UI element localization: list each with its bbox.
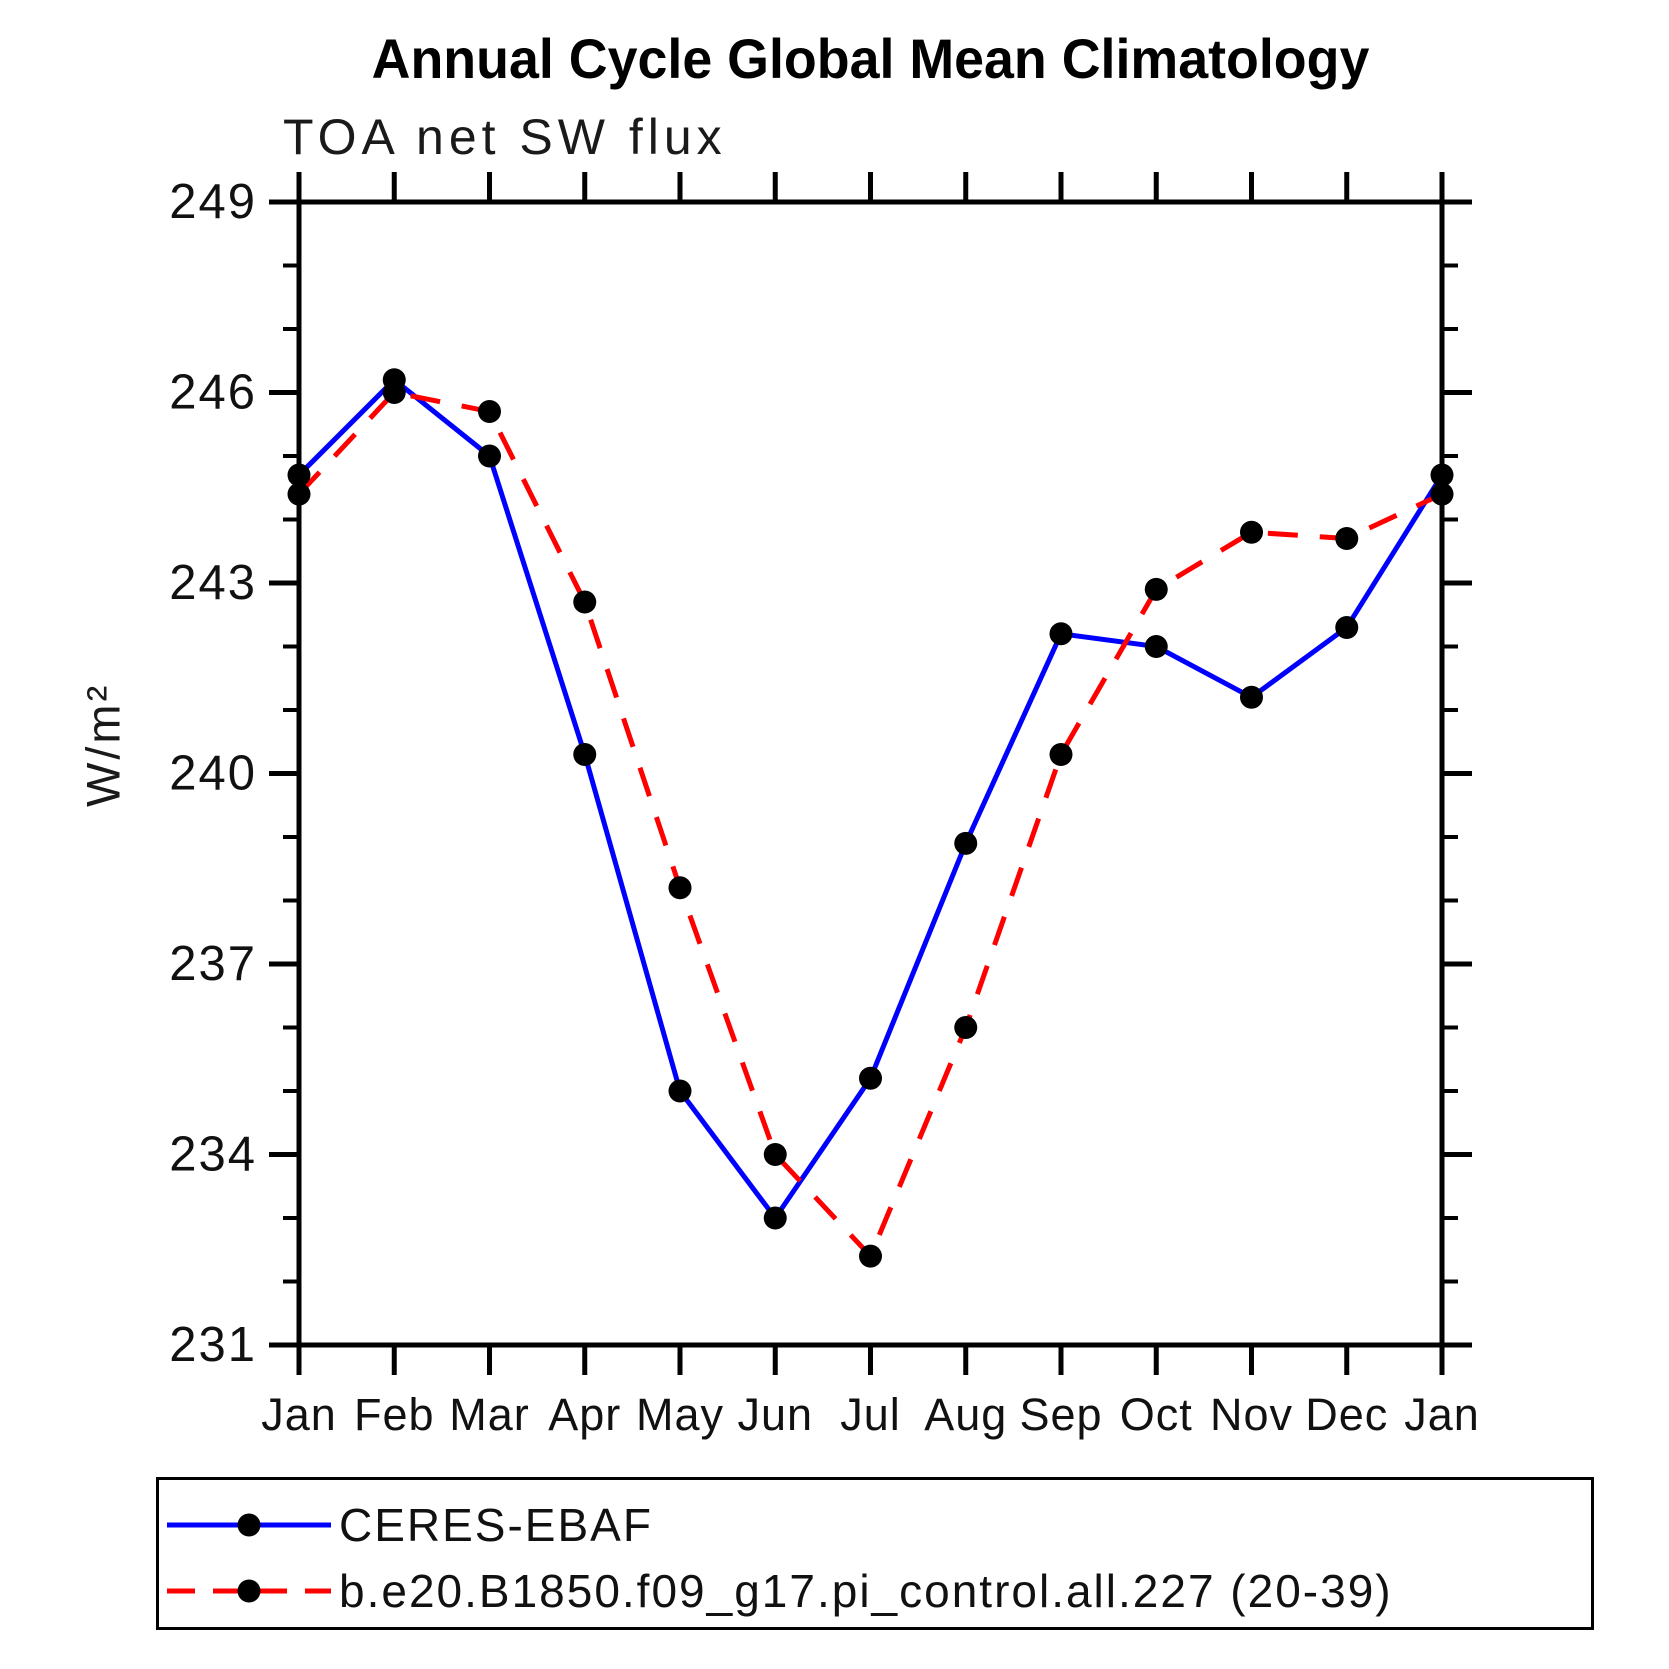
y-axis-ticks	[269, 199, 1472, 1348]
legend-row: b.e20.B1850.f09_g17.pi_control.all.227 (…	[163, 1560, 1393, 1622]
data-point-marker	[1240, 685, 1263, 709]
series-line-obs	[297, 376, 1445, 1223]
x-tick-label: May	[636, 1389, 724, 1440]
legend-label: CERES-EBAF	[339, 1499, 653, 1551]
series-line-model	[297, 389, 1444, 1261]
y-tick-label: 243	[169, 556, 257, 610]
x-tick-label: Mar	[449, 1389, 530, 1440]
legend-sample-marker	[237, 1579, 261, 1603]
y-tick-labels: 231 234 237 240 243 246 249	[169, 175, 257, 1372]
data-point-marker	[287, 482, 311, 506]
legend: CERES-EBAF b.e20.B1850.f09_g17.pi_contro…	[156, 1477, 1594, 1630]
y-tick-label: 240	[169, 747, 257, 801]
data-point-marker	[1430, 463, 1454, 487]
x-tick-label: Jul	[840, 1389, 901, 1440]
legend-line-sample-solid	[167, 1513, 331, 1537]
data-point-marker	[954, 831, 978, 855]
data-point-marker	[668, 876, 692, 900]
x-tick-label: Oct	[1120, 1389, 1193, 1440]
chart-subtitle: TOA net SW flux	[283, 109, 727, 165]
x-tick-label: Aug	[924, 1389, 1007, 1440]
y-tick-label: 237	[169, 937, 257, 991]
x-tick-label: Dec	[1305, 1389, 1388, 1440]
data-point-marker	[382, 381, 406, 404]
legend-row: CERES-EBAF	[163, 1494, 653, 1556]
y-tick-label: 249	[169, 175, 257, 229]
data-point-marker	[478, 444, 501, 468]
y-tick-label: 234	[169, 1128, 257, 1182]
data-point-marker	[1144, 635, 1168, 658]
data-point-marker	[763, 1206, 787, 1230]
data-point-marker	[859, 1066, 882, 1090]
data-point-marker	[478, 400, 501, 424]
data-point-marker	[1049, 622, 1073, 646]
x-axis-ticks	[296, 172, 1445, 1375]
data-point-marker	[668, 1079, 692, 1103]
chart-title: Annual Cycle Global Mean Climatology	[371, 27, 1370, 90]
data-point-marker	[1335, 615, 1359, 639]
data-point-marker	[573, 590, 597, 614]
data-point-marker	[763, 1143, 787, 1166]
x-tick-label: Jan	[1404, 1389, 1480, 1440]
x-tick-label: Apr	[548, 1389, 621, 1440]
x-tick-label: Nov	[1210, 1389, 1293, 1440]
data-point-marker	[573, 742, 597, 766]
x-tick-label: Jun	[737, 1389, 813, 1440]
series-markers	[287, 381, 1454, 1268]
data-point-marker	[1144, 577, 1168, 601]
legend-sample-marker	[237, 1513, 261, 1537]
data-point-marker	[954, 1016, 978, 1039]
data-point-marker	[1430, 482, 1454, 506]
x-tick-label: Feb	[354, 1389, 435, 1440]
data-point-marker	[1240, 520, 1263, 544]
axes-frame	[296, 199, 1445, 1348]
series-markers	[287, 368, 1454, 1230]
data-point-marker	[287, 463, 311, 487]
legend-line-sample-dashed	[167, 1579, 331, 1603]
data-point-marker	[1335, 527, 1359, 551]
data-point-marker	[1049, 742, 1073, 766]
y-tick-label: 231	[169, 1318, 257, 1372]
x-tick-label: Sep	[1019, 1389, 1102, 1440]
legend-label: b.e20.B1850.f09_g17.pi_control.all.227 (…	[339, 1565, 1393, 1617]
data-point-marker	[859, 1244, 882, 1268]
y-tick-label: 246	[169, 366, 257, 420]
x-tick-labels: Jan Feb Mar Apr May Jun Jul Aug Sep Oct Nov Dec Jan	[261, 1389, 1480, 1440]
x-tick-label: Jan	[261, 1389, 337, 1440]
